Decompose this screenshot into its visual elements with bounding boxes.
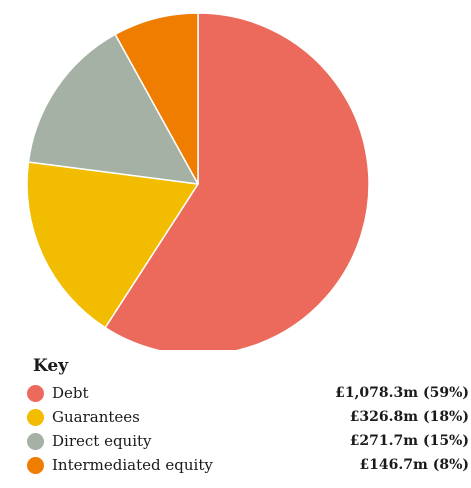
legend-swatch-intermediated-equity xyxy=(27,456,44,474)
legend-value-guarantees: £326.8m (18%) xyxy=(349,409,469,425)
legend-item-direct-equity: Direct equity £271.7m (15%) xyxy=(27,429,469,453)
legend-swatch-guarantees xyxy=(27,408,44,426)
pie-slice-guarantees xyxy=(26,161,199,329)
legend-title: Key xyxy=(33,356,69,376)
legend-label-guarantees: Guarantees xyxy=(52,408,140,426)
legend-label-debt: Debt xyxy=(52,384,89,402)
legend: Debt £1,078.3m (59%) Guarantees £326.8m … xyxy=(27,381,469,477)
pie-slice-debt xyxy=(104,12,370,350)
legend-item-intermediated-equity: Intermediated equity £146.7m (8%) xyxy=(27,453,469,477)
pie-chart xyxy=(26,12,370,350)
legend-swatch-direct-equity xyxy=(27,432,44,450)
pie-slice-intermediated-equity xyxy=(114,12,199,185)
legend-label-direct-equity: Direct equity xyxy=(52,432,152,450)
legend-item-guarantees: Guarantees £326.8m (18%) xyxy=(27,405,469,429)
pie-slice-direct-equity xyxy=(27,33,199,185)
legend-value-debt: £1,078.3m (59%) xyxy=(335,385,469,401)
legend-label-intermediated-equity: Intermediated equity xyxy=(52,456,213,474)
legend-value-intermediated-equity: £146.7m (8%) xyxy=(359,457,469,473)
legend-value-direct-equity: £271.7m (15%) xyxy=(349,433,469,449)
legend-swatch-debt xyxy=(27,384,44,402)
legend-item-debt: Debt £1,078.3m (59%) xyxy=(27,381,469,405)
